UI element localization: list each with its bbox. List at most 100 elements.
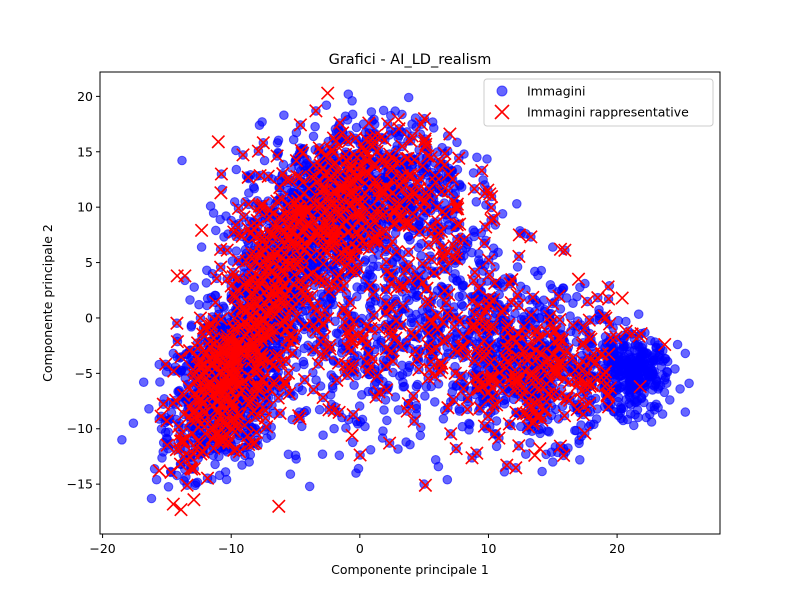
scatter-point-dense <box>430 397 440 407</box>
scatter-point-dense <box>341 423 351 433</box>
scatter-point-dense <box>354 401 365 411</box>
scatter-point <box>259 155 270 166</box>
scatter-point <box>146 493 157 504</box>
scatter-point <box>190 480 200 491</box>
scatter-point-dense <box>420 391 430 401</box>
scatter-point <box>403 92 414 103</box>
scatter-point-dense <box>382 172 393 183</box>
scatter-point <box>670 364 680 374</box>
scatter-point <box>521 449 531 460</box>
scatter-point-dense <box>397 369 408 380</box>
scatter-point-dense <box>349 380 359 391</box>
scatter-point-dense <box>163 482 174 492</box>
scatter-point <box>380 395 391 405</box>
scatter-point <box>575 455 585 465</box>
scatter-point <box>680 348 691 359</box>
scatter-point-dense <box>646 417 657 427</box>
scatter-point-dense <box>231 246 242 256</box>
scatter-point-dense <box>413 242 424 253</box>
scatter-point-dense <box>407 119 417 129</box>
scatter-point-dense <box>214 304 224 314</box>
scatter-point <box>472 152 482 163</box>
scatter-point <box>214 470 225 481</box>
scatter-point <box>317 449 328 460</box>
scatter-point <box>680 407 691 417</box>
scatter-point-dense <box>390 299 400 309</box>
scatter-point <box>138 377 149 388</box>
scatter-point-dense <box>368 261 379 272</box>
scatter-point <box>675 384 685 394</box>
scatter-point-dense <box>365 445 376 455</box>
scatter-point-dense <box>383 380 394 391</box>
scatter-point-dense <box>464 418 474 429</box>
scatter-point-dense <box>162 434 173 445</box>
scatter-point-dense <box>405 235 415 245</box>
scatter-point-dense <box>210 459 220 470</box>
scatter-point-dense <box>215 214 225 225</box>
scatter-point <box>411 381 422 392</box>
scatter-point-dense <box>301 305 311 316</box>
scatter-point <box>272 138 283 148</box>
scatter-point <box>351 468 361 478</box>
scatter-point <box>634 342 644 352</box>
scatter-point <box>672 339 683 350</box>
scatter-point-dense <box>207 474 217 485</box>
scatter-point-dense <box>179 476 189 486</box>
scatter-point <box>329 423 339 434</box>
scatter-point <box>650 379 661 390</box>
scatter-point-dense <box>351 122 362 133</box>
scatter-point-dense <box>221 474 232 485</box>
scatter-point <box>629 420 639 431</box>
scatter-point <box>530 266 540 277</box>
scatter-point <box>279 110 289 120</box>
chart-title: Grafici - AI_LD_realism <box>329 52 492 68</box>
scatter-point-dense <box>452 164 463 175</box>
scatter-point-dense <box>452 276 462 286</box>
scatter-point <box>665 395 675 405</box>
scatter-point <box>488 243 499 253</box>
scatter-point-dense <box>512 262 523 272</box>
scatter-point-dense <box>659 387 670 398</box>
scatter-point <box>298 161 309 171</box>
scatter-point <box>360 421 370 432</box>
scatter-point-dense <box>471 197 482 207</box>
scatter-point <box>347 96 357 106</box>
scatter-point-dense <box>390 392 401 402</box>
scatter-point-dense <box>325 298 336 309</box>
scatter-point <box>128 418 139 429</box>
scatter-point-dense <box>525 438 535 448</box>
scatter-point <box>231 164 242 175</box>
scatter-point-dense <box>379 405 389 415</box>
scatter-point-dense <box>456 299 467 310</box>
scatter-point <box>304 481 315 492</box>
scatter-point-dense <box>177 155 187 166</box>
scatter-point <box>542 426 553 436</box>
scatter-point <box>644 358 655 369</box>
scatter-point-dense <box>422 303 433 314</box>
scatter-point-dense <box>310 121 320 132</box>
scatter-point-dense <box>633 309 644 320</box>
scatter-point-dense <box>356 284 367 295</box>
scatter-point-dense <box>314 404 325 415</box>
scatter-point <box>627 361 638 372</box>
scatter-point-dense <box>278 159 289 170</box>
scatter-point-dense <box>574 438 584 449</box>
scatter-point-dense <box>288 134 299 145</box>
scatter-point-dense <box>347 109 358 120</box>
scatter-point <box>308 131 319 142</box>
plot-area <box>117 86 694 517</box>
scatter-point-dense <box>185 295 195 305</box>
scatter-point-dense <box>378 105 389 116</box>
scatter-point <box>366 107 377 117</box>
scatter-point-dense <box>480 235 491 246</box>
scatter-point <box>401 437 411 447</box>
scatter-point <box>649 405 660 415</box>
scatter-point-dense <box>347 437 358 448</box>
scatter-point-dense <box>157 453 167 463</box>
scatter-point-dense <box>431 170 442 181</box>
scatter-point-dense <box>367 386 378 397</box>
scatter-point <box>631 353 642 363</box>
scatter-point <box>257 117 267 127</box>
scatter-point-dense <box>621 394 632 405</box>
scatter-point-dense <box>210 290 220 301</box>
